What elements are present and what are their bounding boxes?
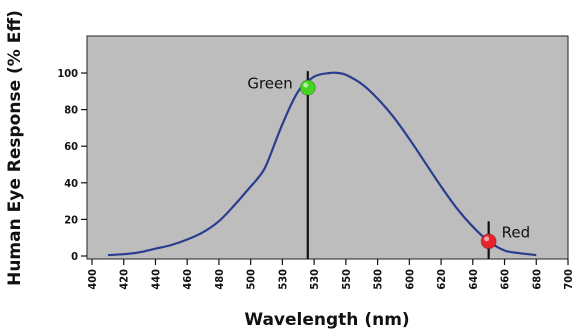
x-tick-label: 680 — [530, 269, 543, 290]
y-tick-label: 60 — [64, 140, 78, 153]
x-tick-label: 620 — [435, 269, 448, 290]
annotation-dot-highlight — [484, 236, 490, 242]
x-tick-label: 600 — [403, 269, 416, 290]
annotations: Green Red — [247, 75, 530, 250]
annotation-dot — [299, 79, 316, 96]
y-axis-title: Human Eye Response (% Eff) — [5, 10, 25, 286]
x-tick-label: 460 — [181, 269, 194, 290]
x-tick-label: 640 — [467, 269, 480, 290]
x-tick-label: 480 — [213, 269, 226, 290]
x-axis-title: Wavelength (nm) — [244, 310, 409, 330]
plot-area — [86, 35, 569, 260]
y-ticks: 0 20 40 60 80 100 — [57, 67, 87, 263]
y-tick-label: 20 — [64, 213, 78, 226]
series-line — [107, 71, 537, 257]
series-group — [107, 71, 537, 257]
x-tick-label: 500 — [245, 269, 258, 290]
annotation-dot-highlight — [303, 82, 309, 88]
x-tick-label: 580 — [372, 269, 385, 290]
annotation-dot — [480, 233, 497, 250]
x-tick-label: 530 — [308, 269, 321, 290]
y-tick-label: 0 — [71, 250, 78, 263]
x-tick-label: 400 — [86, 269, 99, 290]
x-tick-label: 530 — [276, 269, 289, 290]
x-tick-label: 550 — [340, 269, 353, 290]
y-tick-label: 40 — [64, 177, 78, 190]
x-tick-label: 440 — [149, 269, 162, 290]
annotation-label: Red — [502, 223, 530, 241]
x-tick-label: 420 — [118, 269, 131, 290]
x-tick-label: 660 — [499, 269, 512, 290]
annotation-label: Green — [247, 75, 292, 93]
y-tick-label: 100 — [57, 67, 78, 80]
y-tick-label: 80 — [64, 104, 78, 117]
x-tick-label: 700 — [562, 269, 575, 290]
x-ticks: 400 420 440 460 480 500 530 530 550 580 600 620 640 6… — [86, 259, 575, 290]
